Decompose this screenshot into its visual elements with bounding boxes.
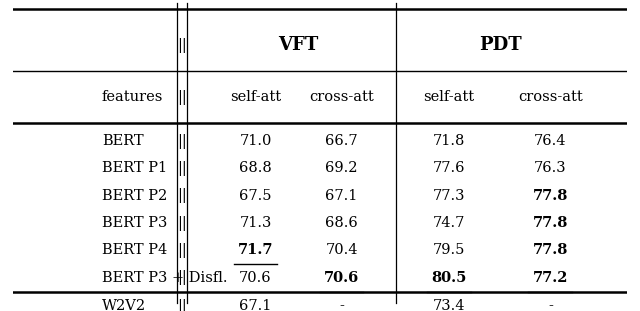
Text: 70.6: 70.6	[324, 271, 359, 285]
Text: 73.4: 73.4	[433, 299, 465, 311]
Text: 77.6: 77.6	[433, 161, 465, 175]
Text: BERT P3 + Disfl.: BERT P3 + Disfl.	[102, 271, 227, 285]
Text: -: -	[339, 299, 344, 311]
Text: ||: ||	[177, 270, 187, 285]
Text: 77.8: 77.8	[532, 216, 568, 230]
Text: ||: ||	[177, 134, 187, 149]
Text: ||: ||	[177, 188, 187, 203]
Text: ||: ||	[177, 243, 187, 258]
Text: VFT: VFT	[278, 36, 319, 54]
Text: 67.1: 67.1	[239, 299, 271, 311]
Text: 76.4: 76.4	[534, 134, 566, 148]
Text: 71.3: 71.3	[239, 216, 271, 230]
Text: 66.7: 66.7	[325, 134, 358, 148]
Text: cross-att: cross-att	[309, 90, 374, 104]
Text: BERT P2: BERT P2	[102, 189, 167, 203]
Text: features: features	[102, 90, 163, 104]
Text: ||: ||	[177, 90, 187, 104]
Text: 71.7: 71.7	[237, 243, 273, 257]
Text: 77.2: 77.2	[532, 271, 568, 285]
Text: BERT: BERT	[102, 134, 143, 148]
Text: BERT P4: BERT P4	[102, 243, 167, 257]
Text: 68.8: 68.8	[239, 161, 272, 175]
Text: 74.7: 74.7	[433, 216, 465, 230]
Text: 79.5: 79.5	[433, 243, 465, 257]
Text: cross-att: cross-att	[518, 90, 583, 104]
Text: 76.3: 76.3	[534, 161, 566, 175]
Text: BERT P1: BERT P1	[102, 161, 167, 175]
Text: 69.2: 69.2	[325, 161, 358, 175]
Text: 68.6: 68.6	[325, 216, 358, 230]
Text: ||: ||	[177, 161, 187, 176]
Text: self-att: self-att	[424, 90, 475, 104]
Text: PDT: PDT	[479, 36, 522, 54]
Text: 70.4: 70.4	[325, 243, 358, 257]
Text: 71.0: 71.0	[239, 134, 271, 148]
Text: 67.1: 67.1	[325, 189, 358, 203]
Text: self-att: self-att	[230, 90, 281, 104]
Text: 77.8: 77.8	[532, 243, 568, 257]
Text: ||: ||	[177, 38, 187, 53]
Text: ||: ||	[177, 216, 187, 230]
Text: 67.5: 67.5	[239, 189, 272, 203]
Text: 77.8: 77.8	[532, 189, 568, 203]
Text: -: -	[548, 299, 553, 311]
Text: 77.3: 77.3	[433, 189, 465, 203]
Text: 80.5: 80.5	[431, 271, 467, 285]
Text: W2V2: W2V2	[102, 299, 146, 311]
Text: ||: ||	[177, 299, 187, 311]
Text: 70.6: 70.6	[239, 271, 272, 285]
Text: BERT P3: BERT P3	[102, 216, 167, 230]
Text: 71.8: 71.8	[433, 134, 465, 148]
